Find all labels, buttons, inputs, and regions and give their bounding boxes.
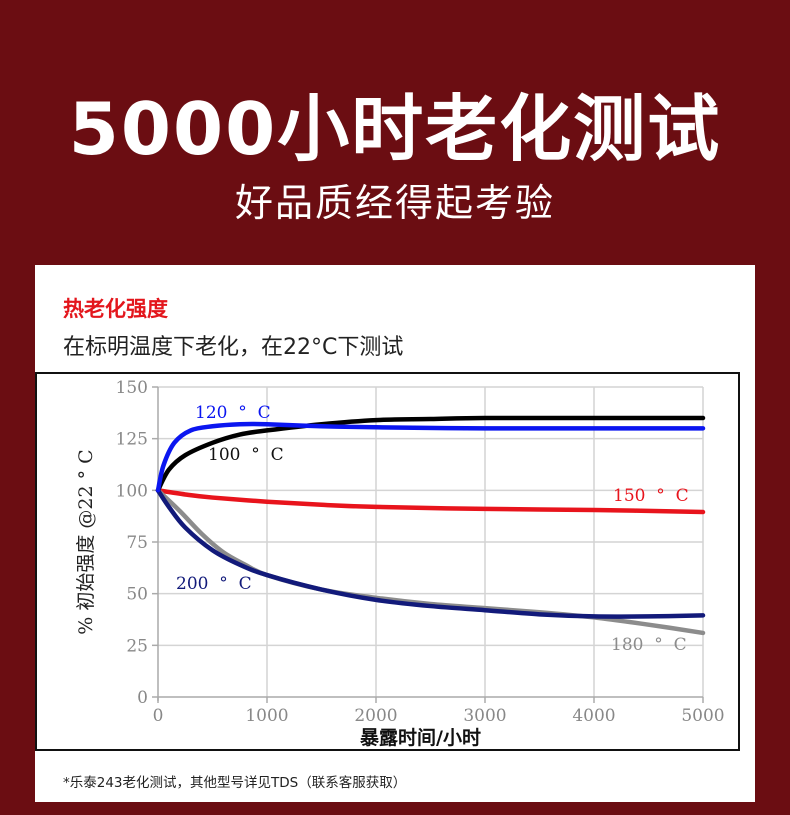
y-tick-label: 50: [126, 585, 148, 605]
y-tick-label: 75: [126, 533, 148, 553]
series-line: [155, 488, 706, 515]
y-axis-label: % 初始强度 @22 ° C: [75, 449, 97, 634]
series-label: 180 ° C: [611, 635, 687, 655]
x-tick-label: 2000: [354, 706, 397, 726]
x-tick-label: 0: [153, 706, 164, 726]
card-title: 热老化强度: [63, 297, 168, 321]
series-line: [155, 488, 706, 619]
y-tick-label: 150: [116, 378, 148, 398]
x-tick-label: 1000: [245, 706, 288, 726]
series-line: [155, 421, 706, 493]
card-subtitle: 在标明温度下老化，在22°C下测试: [63, 335, 404, 360]
y-tick-label: 0: [137, 688, 148, 708]
y-tick-label: 100: [116, 481, 148, 501]
axes: 0 25 50 75 100 125 150 0 1000 2000 3000 4000 5000: [116, 378, 725, 726]
series-label: 100 ° C: [208, 445, 284, 465]
y-tick-label: 25: [126, 636, 148, 656]
series-lines: [155, 415, 706, 636]
x-axis-label: 暴露时间/小时: [360, 727, 481, 749]
page-subtitle: 好品质经得起考验: [234, 181, 555, 225]
aging-chart: 0 25 50 75 100 125 150 0 1000 2000 3000 4000 5000 10…: [35, 372, 740, 751]
x-tick-label: 3000: [463, 706, 506, 726]
series-labels: 100 ° C 120 ° C 150 ° C 180 ° C 200 ° C: [176, 403, 689, 655]
plot-frame: [35, 372, 740, 751]
x-tick-label: 4000: [572, 706, 615, 726]
series-label: 200 ° C: [176, 574, 252, 594]
page-title: 5000小时老化测试: [68, 87, 722, 171]
series-label: 120 ° C: [195, 403, 271, 423]
y-tick-label: 125: [116, 430, 148, 450]
chart-card: 热老化强度 在标明温度下老化，在22°C下测试 0 25 50 75 100 125 150…: [35, 265, 755, 802]
series-label: 150 ° C: [613, 486, 689, 506]
footnote: *乐泰243老化测试，其他型号详见TDS（联系客服获取）: [63, 775, 407, 791]
x-tick-label: 5000: [681, 706, 724, 726]
grid: [158, 386, 704, 697]
